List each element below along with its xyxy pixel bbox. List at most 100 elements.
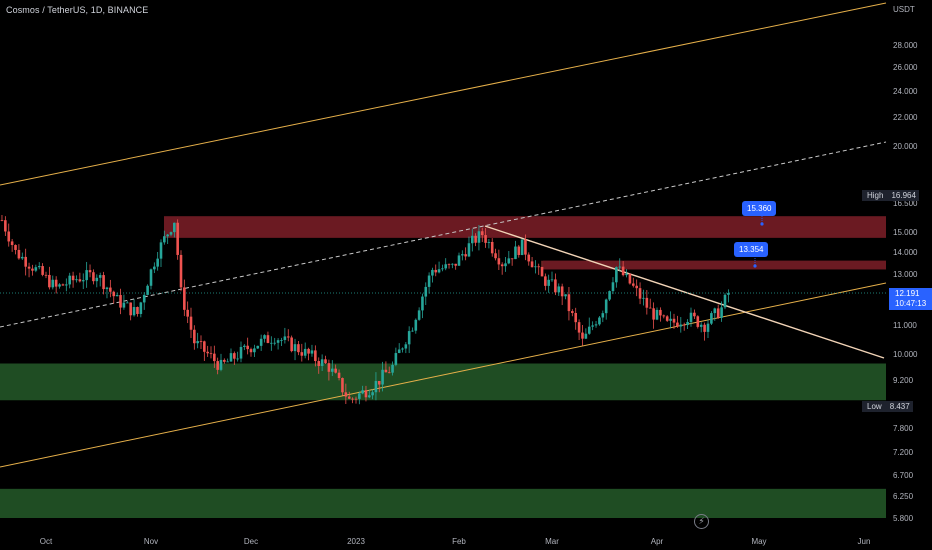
candle-body bbox=[88, 270, 92, 273]
price-tick: 24.000 bbox=[893, 87, 918, 96]
candle-body bbox=[447, 264, 451, 266]
candle-body bbox=[414, 319, 418, 331]
candle-body bbox=[341, 378, 344, 393]
candle-body bbox=[693, 312, 696, 317]
candle-body bbox=[504, 263, 507, 267]
candle-body bbox=[567, 294, 571, 312]
candle-body bbox=[604, 299, 608, 314]
candle-body bbox=[337, 372, 341, 379]
candle-body bbox=[507, 258, 511, 264]
candle-body bbox=[78, 279, 82, 282]
bar-countdown: 10:47:13 bbox=[895, 299, 927, 308]
supply-zone[interactable] bbox=[543, 260, 886, 270]
candle-body bbox=[129, 302, 132, 316]
candle-body bbox=[527, 254, 531, 262]
candle-body bbox=[109, 287, 112, 292]
candle-body bbox=[95, 277, 99, 282]
candle-body bbox=[310, 350, 314, 354]
candle-body bbox=[723, 294, 727, 308]
symbol-title[interactable]: Cosmos / TetherUS, 1D, BINANCE bbox=[6, 5, 149, 15]
candle-body bbox=[358, 393, 361, 399]
candle-body bbox=[720, 307, 723, 318]
lightning-icon[interactable]: ⚡ bbox=[694, 514, 709, 529]
candle-body bbox=[223, 359, 226, 362]
candle-body bbox=[628, 273, 632, 284]
candle-body bbox=[37, 266, 41, 268]
candle-body bbox=[102, 275, 105, 290]
channel-lower-line[interactable] bbox=[0, 282, 887, 468]
candle-body bbox=[286, 336, 290, 338]
candle-body bbox=[377, 380, 381, 385]
candle-body bbox=[407, 331, 411, 345]
candle-body bbox=[391, 364, 394, 373]
candlesticks bbox=[0, 214, 730, 405]
candle-body bbox=[176, 222, 179, 255]
candle-body bbox=[669, 318, 672, 321]
candle-body bbox=[51, 279, 55, 288]
channel-mid-line[interactable] bbox=[0, 141, 887, 328]
candle-body bbox=[710, 313, 713, 324]
candle-body bbox=[564, 294, 567, 297]
candle-body bbox=[142, 294, 146, 303]
candle-body bbox=[159, 242, 163, 259]
price-axis[interactable]: 28.000 26.000 24.000 22.000 20.000 16.500 15.0… bbox=[893, 41, 918, 523]
candle-body bbox=[98, 275, 102, 278]
candle-body bbox=[672, 318, 676, 323]
candle-body bbox=[411, 330, 414, 332]
candle-body bbox=[474, 235, 477, 243]
price-tick: 7.800 bbox=[893, 424, 914, 433]
candle-body bbox=[330, 368, 334, 372]
candle-body bbox=[490, 241, 494, 254]
supply-zone[interactable] bbox=[164, 216, 886, 238]
candle-body bbox=[85, 270, 88, 281]
candle-body bbox=[179, 254, 183, 288]
time-tick: 2023 bbox=[347, 537, 365, 546]
candle-body bbox=[139, 302, 143, 314]
candle-body bbox=[136, 307, 139, 314]
candle-body bbox=[81, 280, 85, 282]
channel-upper-line[interactable] bbox=[0, 2, 887, 186]
candle-body bbox=[444, 264, 448, 269]
candle-body bbox=[166, 234, 169, 237]
candle-body bbox=[497, 258, 501, 265]
time-tick: Jun bbox=[858, 537, 871, 546]
candle-body bbox=[233, 353, 236, 359]
price-callout-upper[interactable]: 15.360 bbox=[742, 201, 777, 216]
candle-body bbox=[591, 325, 594, 327]
candle-body bbox=[347, 396, 351, 399]
candle-body bbox=[699, 324, 703, 327]
price-callout-lower[interactable]: 13.354 bbox=[734, 242, 769, 257]
candle-body bbox=[229, 353, 233, 362]
candle-body bbox=[243, 345, 246, 347]
candle-body bbox=[54, 279, 58, 287]
candle-body bbox=[716, 308, 720, 318]
descending-resistance-line[interactable] bbox=[484, 225, 885, 359]
time-tick: Dec bbox=[244, 537, 258, 546]
candle-body bbox=[682, 324, 686, 326]
candle-body bbox=[249, 349, 253, 353]
candle-body bbox=[226, 361, 229, 363]
candle-body bbox=[236, 358, 239, 360]
candle-body bbox=[280, 339, 283, 341]
price-tick: 11.000 bbox=[893, 321, 917, 330]
price-tick: 13.000 bbox=[893, 270, 918, 279]
candle-body bbox=[246, 345, 249, 350]
candle-body bbox=[611, 282, 615, 292]
candle-body bbox=[487, 241, 491, 243]
candle-body bbox=[122, 302, 126, 308]
candle-body bbox=[384, 369, 388, 373]
candle-body bbox=[387, 372, 391, 374]
candle-body bbox=[351, 398, 354, 400]
candle-body bbox=[203, 341, 206, 352]
candle-body bbox=[213, 353, 216, 362]
demand-zone[interactable] bbox=[0, 363, 886, 401]
candle-body bbox=[149, 269, 153, 286]
candle-body bbox=[27, 266, 31, 269]
candle-body bbox=[625, 273, 628, 276]
candle-body bbox=[581, 332, 584, 339]
time-axis[interactable]: Oct Nov Dec 2023 Feb Mar Apr May Jun bbox=[40, 537, 871, 546]
candle-body bbox=[300, 352, 304, 356]
demand-zone[interactable] bbox=[0, 488, 886, 518]
candle-body bbox=[665, 316, 669, 321]
